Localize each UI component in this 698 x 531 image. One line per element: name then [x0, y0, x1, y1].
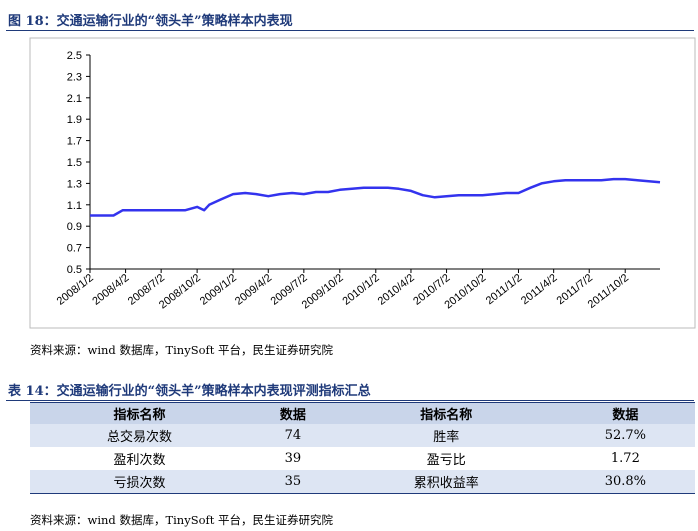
y-tick-label: 1.7	[67, 136, 82, 148]
table-cell: 74	[249, 424, 337, 447]
table-cell: 盈利次数	[113, 453, 166, 468]
table-cell: 累积收益率	[336, 470, 556, 494]
table-cell: 亏损次数	[30, 470, 250, 494]
header-cell: 数据	[555, 402, 695, 424]
x-tick-label: 2010/1/2	[340, 272, 381, 308]
y-tick-label: 1.9	[67, 114, 82, 126]
y-tick-label: 2.3	[67, 71, 82, 83]
table-cell: 盈亏比	[426, 453, 466, 468]
x-tick-label: 2009/4/2	[233, 272, 274, 308]
header-cell: 指标名称	[30, 402, 250, 424]
header-cell: 数据	[249, 402, 337, 424]
x-tick-label: 2011/1/2	[484, 272, 524, 307]
y-tick-label: 1.3	[67, 178, 82, 190]
y-tick-label: 0.7	[67, 243, 82, 255]
table-cell: 总交易次数	[30, 424, 250, 447]
table-cell: 35	[249, 470, 337, 494]
chart-source: 资料来源：wind 数据库，TinySoft 平台，民生证券研究院	[30, 343, 334, 357]
figure-title: 图 18：交通运输行业的“领头羊”策略样本内表现	[8, 14, 293, 29]
table-source: 资料来源：wind 数据库，TinySoft 平台，民生证券研究院	[30, 513, 334, 527]
table-cell: 52.7%	[555, 424, 695, 447]
y-tick-label: 0.5	[67, 264, 82, 276]
chart: 0.5 0.7 0.9 1.1 1.3 1.5 1.7 1.9 2.1 2.3 2.5 2008/1/…	[29, 37, 696, 329]
x-tick-label: 2011/4/2	[519, 272, 559, 307]
header-row: 指标名称 数据 指标名称 数据	[30, 402, 695, 424]
table-cell: 39	[284, 451, 302, 466]
x-tick-label: 2008/4/2	[90, 272, 131, 308]
table-row: 总交易次数 74 胜率 52.7%	[30, 424, 695, 447]
x-tick-label: 2010/4/2	[376, 272, 417, 308]
x-tick-label: 2009/1/2	[198, 272, 239, 308]
x-tick-label: 2011/10/2	[586, 272, 631, 311]
chart-frame	[29, 37, 696, 329]
table-cell: 30.8%	[555, 470, 695, 494]
y-tick-label: 2.1	[67, 93, 82, 105]
x-tick-label: 2008/1/2	[55, 272, 96, 308]
y-tick-label: 1.1	[67, 200, 82, 212]
title-rule	[6, 400, 694, 401]
data-line	[90, 177, 661, 217]
y-tick-label: 2.5	[67, 50, 82, 62]
table-title: 表 14：交通运输行业的“领头羊”策略样本内表现评测指标汇总	[8, 384, 371, 399]
table-cell: 胜率	[336, 424, 556, 447]
y-tick-label: 1.5	[67, 157, 82, 169]
y-tick-label: 0.9	[67, 221, 82, 233]
title-rule	[6, 30, 694, 31]
table-cell: 1.72	[610, 451, 640, 466]
header-cell: 指标名称	[336, 402, 556, 424]
summary-table: 指标名称 数据 指标名称 数据 总交易次数 74 胜率 52.7% 盈利次数 39 盈亏比 1…	[30, 402, 695, 494]
table-row: 亏损次数 35 累积收益率 30.8%	[30, 470, 695, 494]
table-row: 盈利次数 39 盈亏比 1.72	[30, 447, 695, 470]
table-body: 总交易次数 74 胜率 52.7% 盈利次数 39 盈亏比 1.72 亏损次数 35 累积收益率 30…	[30, 424, 695, 494]
